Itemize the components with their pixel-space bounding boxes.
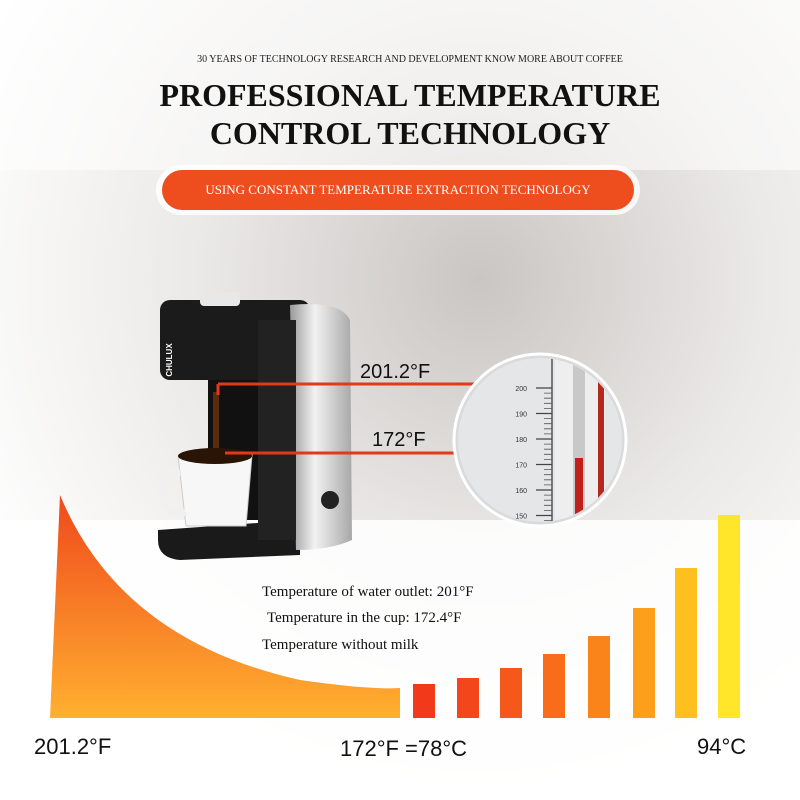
note: Temperature in the cup: 172.4°F <box>267 610 461 626</box>
banner <box>162 170 634 210</box>
heat-wave <box>50 495 400 718</box>
callout-label: 201.2°F <box>360 361 430 383</box>
thermo-tick-label: 180 <box>515 437 527 444</box>
note: Temperature of water outlet: 201°F <box>262 584 474 600</box>
footer-label: 172°F =78°C <box>340 736 467 761</box>
thermo-tick-label: 150 <box>515 514 527 521</box>
footer-label: 201.2°F <box>34 734 111 759</box>
note: Temperature without milk <box>262 637 419 653</box>
header-fade <box>0 0 800 170</box>
title-line: PROFESSIONAL TEMPERATURE <box>159 77 660 113</box>
coffee-maker: CHULUX <box>158 292 352 560</box>
callout-label: 172°F <box>372 429 426 451</box>
banner-text: USING CONSTANT TEMPERATURE EXTRACTION TE… <box>205 182 591 197</box>
thermo-tick-label: 190 <box>515 412 527 419</box>
heat-bars <box>413 515 740 718</box>
title-line: CONTROL TECHNOLOGY <box>210 115 610 151</box>
thermo-tick-label: 170 <box>515 463 527 470</box>
thermometer: 200 190 180 170 160 150 <box>458 358 622 522</box>
thermo-tick-label: 200 <box>515 386 527 393</box>
subtitle: 30 YEARS OF TECHNOLOGY RESEARCH AND DEVE… <box>197 54 623 65</box>
footer-label: 94°C <box>697 734 746 759</box>
thermo-tick-label: 160 <box>515 488 527 495</box>
brand: CHULUX <box>165 343 174 377</box>
